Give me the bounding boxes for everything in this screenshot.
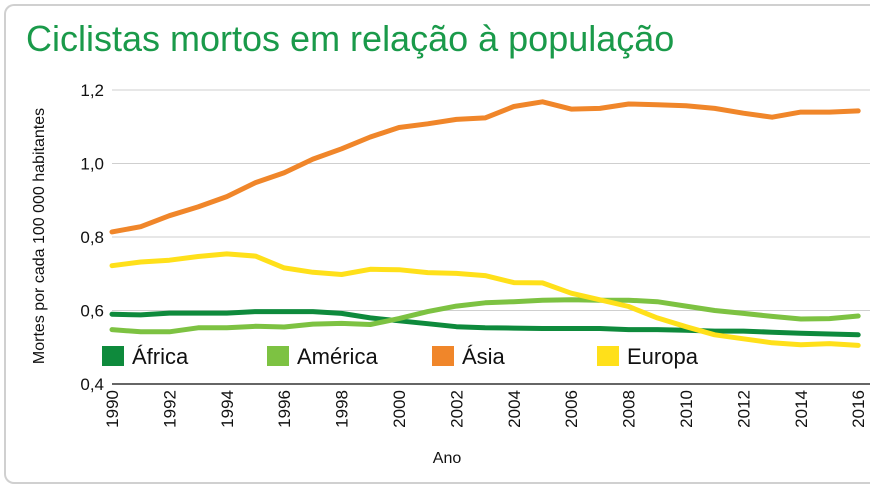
legend-label: América <box>297 344 378 369</box>
y-tick-label: 0,6 <box>80 302 104 321</box>
legend-swatch <box>432 346 454 366</box>
series-line <box>109 297 861 335</box>
x-tick-label: 2016 <box>849 390 868 428</box>
legend: África América Ásia Europa <box>102 344 699 369</box>
y-tick-labels: 0,4 0,6 0,8 1,0 1,2 <box>80 81 104 394</box>
y-tick-label: 1,2 <box>80 81 104 100</box>
x-tick-label: 2010 <box>677 390 696 428</box>
x-tick-label: 2004 <box>505 390 524 428</box>
series-lines <box>109 99 861 348</box>
series-line <box>109 99 861 235</box>
x-tick-labels: 1990 1992 1994 1996 1998 2000 2002 2004 2006 2008… <box>103 390 868 428</box>
x-axis-label: Ano <box>433 450 462 467</box>
x-tick-label: 1998 <box>333 390 352 428</box>
x-tick-label: 1994 <box>218 390 237 428</box>
legend-label: África <box>132 344 189 369</box>
legend-swatch <box>267 346 289 366</box>
y-axis-label: Mortes por cada 100 000 habitantes <box>31 108 48 364</box>
y-tick-label: 0,8 <box>80 228 104 247</box>
x-tick-label: 2008 <box>620 390 639 428</box>
x-tick-label: 2014 <box>792 390 811 428</box>
x-tick-label: 2006 <box>562 390 581 428</box>
x-tick-label: 2002 <box>447 390 466 428</box>
x-tick-label: 2012 <box>734 390 753 428</box>
x-tick-label: 1990 <box>103 390 122 428</box>
legend-swatch <box>597 346 619 366</box>
legend-label: Ásia <box>462 344 506 369</box>
chart-title: Ciclistas mortos em relação à população <box>26 18 675 59</box>
series-line <box>109 309 861 338</box>
legend-label: Europa <box>627 344 699 369</box>
x-tick-label: 2000 <box>390 390 409 428</box>
legend-swatch <box>102 346 124 366</box>
chart-frame <box>4 4 870 484</box>
y-tick-label: 1,0 <box>80 155 104 174</box>
x-tick-label: 1992 <box>160 390 179 428</box>
series-line <box>109 251 861 348</box>
x-tick-label: 1996 <box>275 390 294 428</box>
y-tick-label: 0,4 <box>80 375 104 394</box>
